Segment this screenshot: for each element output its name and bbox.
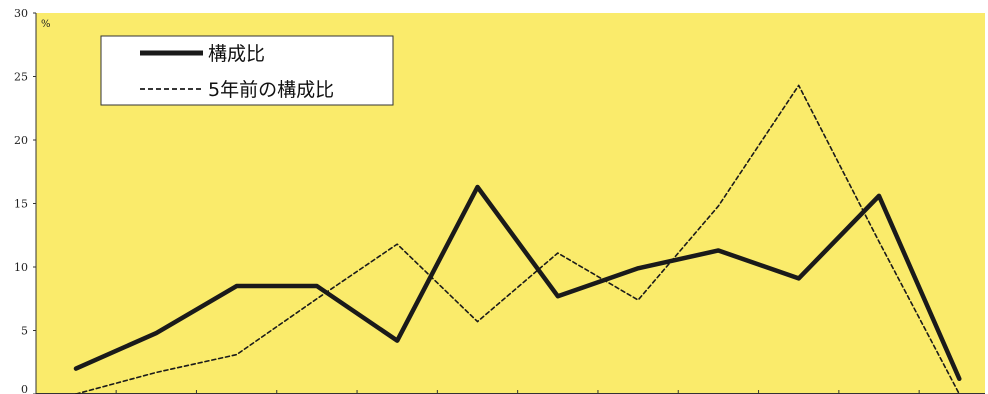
y-tick-label: 10 <box>14 261 28 274</box>
series-line-0 <box>73 184 962 382</box>
y-axis-ticks: 0 5 10 15 20 25 30 <box>14 7 36 394</box>
series-layer <box>73 84 962 394</box>
series-line-1 <box>75 84 961 394</box>
y-tick-label: 30 <box>14 7 28 20</box>
legend-label-series-0: 構成比 <box>208 43 265 65</box>
y-tick-label: 20 <box>14 134 28 147</box>
y-tick-label: 15 <box>14 198 28 211</box>
legend-box <box>100 35 394 106</box>
y-tick-label: 0 <box>21 383 28 394</box>
y-tick-label: 25 <box>14 71 28 84</box>
y-tick-label: 5 <box>21 325 28 338</box>
legend-label-series-1: 5年前の構成比 <box>208 79 334 101</box>
y-axis-unit-label: % <box>41 19 51 30</box>
legend: 構成比 5年前の構成比 <box>100 35 394 106</box>
